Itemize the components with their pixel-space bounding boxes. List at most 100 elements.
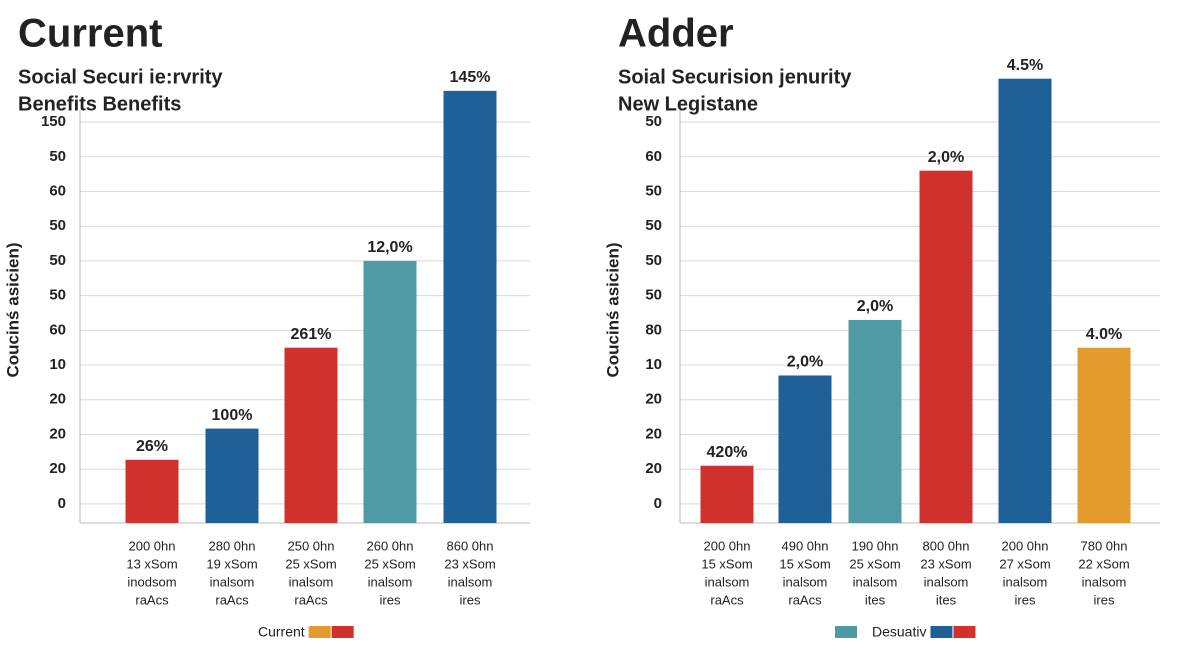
y-tick-label: 0 [654, 495, 662, 512]
bar [848, 319, 902, 523]
y-tick-label: 20 [645, 391, 662, 408]
y-tick-label: 60 [49, 321, 66, 338]
x-tick-label: 22 xSom [1078, 556, 1129, 571]
legend-label: Current [258, 624, 305, 640]
x-tick-label: 13 xSom [126, 556, 177, 571]
x-tick-label: ires [380, 592, 401, 607]
x-tick-label: 800 0hn [923, 538, 970, 553]
y-tick-label: 50 [49, 287, 66, 304]
y-tick-label: 50 [645, 252, 662, 269]
x-tick-label: ires [1094, 592, 1115, 607]
bar [919, 170, 973, 523]
bar-label: 261% [291, 326, 332, 343]
y-tick-label: 10 [645, 356, 662, 373]
y-tick-label: 60 [645, 148, 662, 165]
subtitle: Benefits Benefits [18, 93, 181, 115]
y-tick-label: 50 [49, 217, 66, 234]
x-tick-label: ires [460, 592, 481, 607]
x-tick-label: inodsom [127, 574, 176, 589]
bar-label: 2,0% [787, 354, 823, 371]
y-tick-label: 50 [645, 113, 662, 130]
x-tick-label: inalsom [853, 574, 898, 589]
x-tick-label: 860 0hn [447, 538, 494, 553]
x-tick-label: 15 xSom [701, 556, 752, 571]
x-tick-label: 23 xSom [444, 556, 495, 571]
x-tick-label: inalsom [705, 574, 750, 589]
x-tick-label: inalsom [1003, 574, 1048, 589]
bar-label: 2,0% [857, 298, 893, 315]
y-axis-label: Coucinś asicien) [603, 242, 622, 377]
y-tick-label: 20 [49, 391, 66, 408]
chart-title: Adder [618, 12, 734, 56]
x-tick-label: inalsom [924, 574, 969, 589]
x-tick-label: 250 0hn [288, 538, 335, 553]
bar-label: 12,0% [367, 239, 412, 256]
x-tick-label: ites [936, 592, 957, 607]
x-tick-label: inalsom [368, 574, 413, 589]
bar [998, 78, 1052, 523]
x-tick-label: 23 xSom [920, 556, 971, 571]
x-tick-label: 19 xSom [206, 556, 257, 571]
x-tick-label: 780 0hn [1081, 538, 1128, 553]
x-tick-label: 200 0hn [1002, 538, 1049, 553]
bar [363, 260, 417, 523]
y-tick-label: 20 [645, 460, 662, 477]
y-tick-label: 0 [58, 495, 66, 512]
bar [284, 347, 338, 523]
y-tick-label: 10 [49, 356, 66, 373]
y-tick-label: 50 [49, 148, 66, 165]
chart-title: Current [18, 12, 162, 56]
bar-label: 145% [450, 69, 491, 86]
bar-label: 2,0% [928, 149, 964, 166]
legend-label: Desuativ [872, 624, 926, 640]
x-tick-label: 280 0hn [209, 538, 256, 553]
x-tick-label: 260 0hn [367, 538, 414, 553]
x-tick-label: 25 xSom [849, 556, 900, 571]
x-tick-label: ites [865, 592, 886, 607]
bar-label: 420% [707, 444, 748, 461]
legend-swatch [930, 626, 953, 638]
bar [700, 465, 754, 523]
bar-label: 26% [136, 438, 168, 455]
x-tick-label: 200 0hn [129, 538, 176, 553]
x-tick-label: raAcs [788, 592, 822, 607]
legend-swatch [308, 626, 331, 638]
x-tick-label: ires [1015, 592, 1036, 607]
subtitle: Social Securi ie:rvrity [18, 66, 223, 88]
x-tick-label: 25 xSom [364, 556, 415, 571]
x-tick-label: 27 xSom [999, 556, 1050, 571]
x-tick-label: 200 0hn [704, 538, 751, 553]
y-tick-label: 80 [645, 321, 662, 338]
legend-swatch [953, 626, 976, 638]
y-tick-label: 20 [49, 425, 66, 442]
y-tick-label: 20 [645, 425, 662, 442]
y-tick-label: 60 [49, 182, 66, 199]
legend-swatch [331, 626, 354, 638]
x-tick-label: 15 xSom [779, 556, 830, 571]
y-tick-label: 50 [645, 217, 662, 234]
legend-swatch [835, 626, 857, 638]
y-tick-label: 50 [645, 287, 662, 304]
x-tick-label: inalsom [289, 574, 334, 589]
x-tick-label: inalsom [783, 574, 828, 589]
x-tick-label: raAcs [294, 592, 328, 607]
bar [125, 459, 179, 523]
bar [1077, 347, 1131, 523]
x-tick-label: 490 0hn [782, 538, 829, 553]
y-tick-label: 20 [49, 460, 66, 477]
y-tick-label: 50 [645, 182, 662, 199]
x-tick-label: raAcs [710, 592, 744, 607]
x-tick-label: 25 xSom [285, 556, 336, 571]
bar [205, 428, 259, 523]
x-tick-label: 190 0hn [852, 538, 899, 553]
subtitle: New Legistane [618, 93, 758, 115]
x-tick-label: raAcs [135, 592, 169, 607]
bar-label: 100% [212, 407, 253, 424]
bar [443, 90, 497, 524]
x-tick-label: inalsom [448, 574, 493, 589]
bar-label: 4.0% [1086, 326, 1122, 343]
y-tick-label: 150 [41, 113, 66, 130]
x-tick-label: inalsom [210, 574, 255, 589]
bar [778, 375, 832, 523]
